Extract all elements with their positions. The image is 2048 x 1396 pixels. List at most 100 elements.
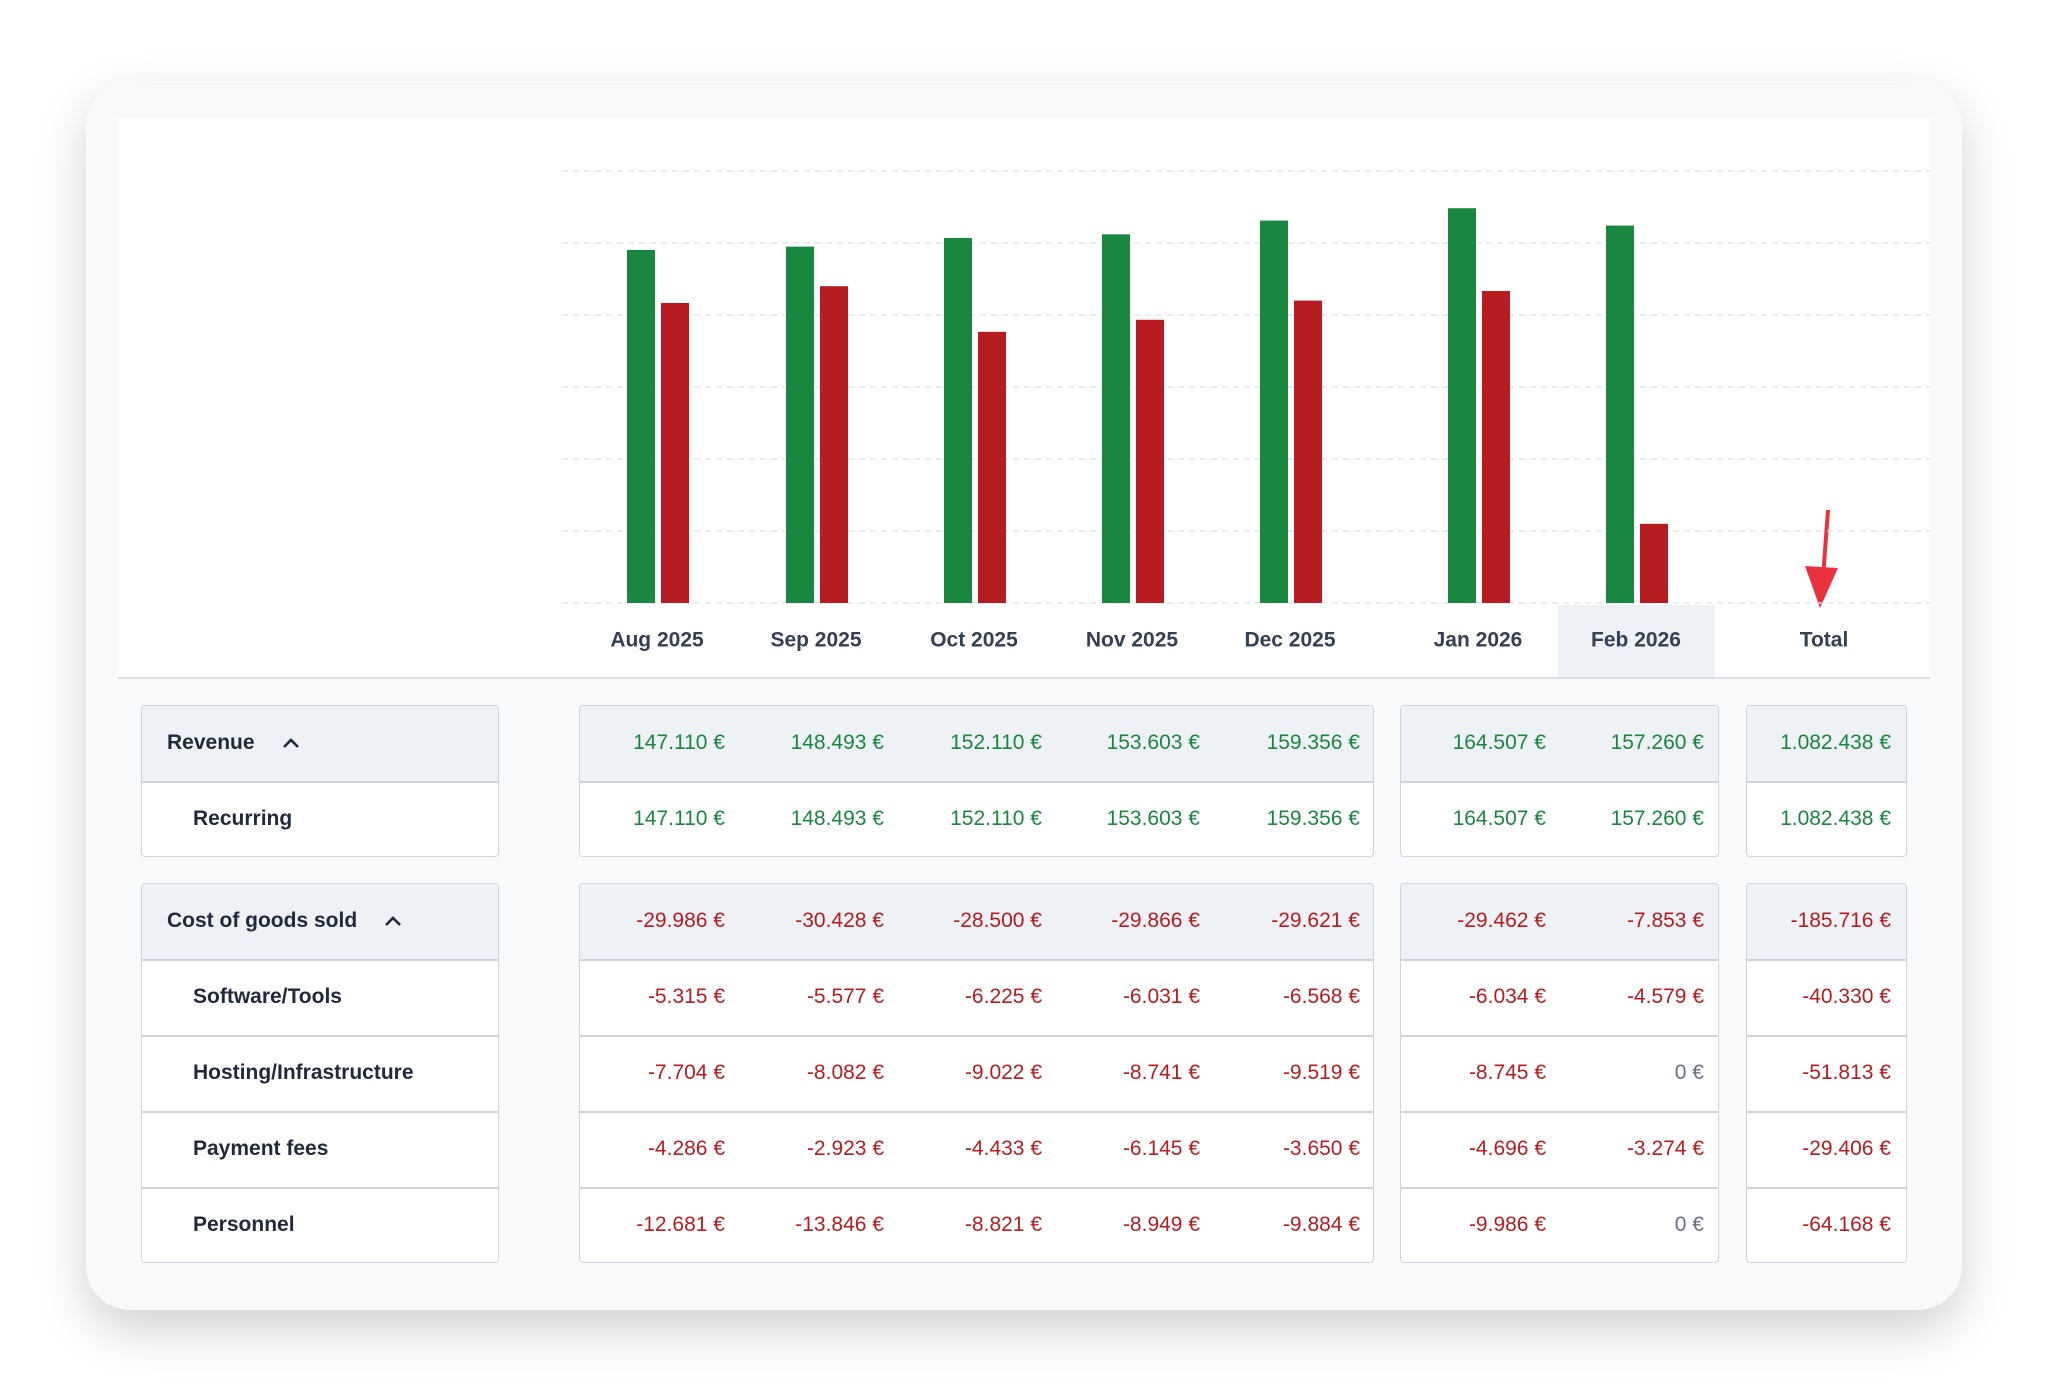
bar: [1260, 220, 1288, 603]
row-separator: [1401, 1187, 1718, 1189]
value-cell: 1.082.438 €: [1780, 731, 1891, 754]
value-cell: -9.519 €: [1282, 1061, 1360, 1084]
table-box: [1400, 705, 1719, 857]
arrow-shaft: [1821, 509, 1830, 579]
value-cell: 159.356 €: [1266, 807, 1360, 830]
value-cell: -13.846 €: [795, 1213, 884, 1236]
x-tick-label: Oct 2025: [930, 629, 1018, 652]
bar: [1640, 523, 1668, 603]
value-cell: 148.493 €: [790, 731, 884, 754]
value-cell: -29.462 €: [1457, 909, 1546, 932]
value-cell: -6.031 €: [1122, 985, 1200, 1008]
row-label: Payment fees: [193, 1137, 329, 1160]
bar: [978, 331, 1006, 603]
table-box: [141, 883, 499, 1263]
value-cell: 157.260 €: [1610, 731, 1704, 754]
table-box: [1746, 883, 1907, 1263]
column-highlight: [1558, 605, 1715, 678]
value-cell: 1.082.438 €: [1780, 807, 1891, 830]
value-cell: -8.821 €: [964, 1213, 1042, 1236]
value-cell: -3.650 €: [1282, 1137, 1360, 1160]
section-header-bg: [580, 884, 1373, 960]
section-header-bg: [1401, 706, 1718, 782]
value-cell: -30.428 €: [795, 909, 884, 932]
value-cell: -8.949 €: [1122, 1213, 1200, 1236]
section-label[interactable]: Revenue: [167, 731, 255, 754]
row-separator: [1747, 1035, 1906, 1037]
table-box: [579, 883, 1374, 1263]
x-tick-label: Dec 2025: [1244, 629, 1335, 652]
bar: [1136, 319, 1164, 603]
row-label: Software/Tools: [193, 985, 342, 1008]
value-cell: -29.986 €: [636, 909, 725, 932]
x-tick-label: Nov 2025: [1086, 629, 1179, 652]
section-header-bg: [1401, 884, 1718, 960]
x-tick-label: Sep 2025: [770, 629, 861, 652]
value-cell: -4.286 €: [647, 1137, 725, 1160]
value-cell: -6.145 €: [1122, 1137, 1200, 1160]
section-header-bg: [1747, 884, 1906, 960]
value-cell: -7.704 €: [647, 1061, 725, 1084]
value-cell: -6.568 €: [1282, 985, 1360, 1008]
row-separator: [142, 1035, 498, 1037]
value-cell: 164.507 €: [1452, 731, 1546, 754]
table-box: [141, 705, 499, 857]
value-cell: 152.110 €: [950, 807, 1042, 830]
value-cell: 147.110 €: [633, 731, 725, 754]
row-separator: [580, 781, 1373, 783]
value-cell: 148.493 €: [790, 807, 884, 830]
row-separator: [142, 1111, 498, 1113]
value-cell: -9.884 €: [1282, 1213, 1360, 1236]
value-cell: 159.356 €: [1266, 731, 1360, 754]
x-tick-label: Feb 2026: [1591, 629, 1681, 652]
value-cell: -5.577 €: [806, 985, 884, 1008]
value-cell: -9.022 €: [964, 1061, 1042, 1084]
value-cell: 0 €: [1674, 1061, 1704, 1084]
value-cell: 153.603 €: [1106, 807, 1200, 830]
row-separator: [580, 1187, 1373, 1189]
section-header-bg: [142, 706, 498, 782]
section-header-bg: [142, 884, 498, 960]
bar: [1102, 234, 1130, 604]
bar: [661, 303, 689, 603]
value-cell: -7.853 €: [1626, 909, 1704, 932]
bar: [786, 246, 814, 603]
value-cell: -51.813 €: [1802, 1061, 1891, 1084]
row-separator: [1401, 1035, 1718, 1037]
value-cell: -8.741 €: [1122, 1061, 1200, 1084]
row-label: Recurring: [193, 807, 293, 830]
value-cell: -4.696 €: [1468, 1137, 1546, 1160]
value-cell: -29.406 €: [1802, 1137, 1891, 1160]
row-separator: [142, 1187, 498, 1189]
x-tick-label: Total: [1800, 629, 1849, 652]
collapse-icon[interactable]: [383, 914, 403, 928]
value-cell: -2.923 €: [806, 1137, 884, 1160]
x-tick-label: Aug 2025: [610, 629, 704, 652]
value-cell: -64.168 €: [1802, 1213, 1891, 1236]
section-header-bg: [580, 706, 1373, 782]
value-cell: -6.225 €: [964, 985, 1042, 1008]
table-box: [579, 705, 1374, 857]
bar: [1606, 225, 1634, 604]
value-cell: -6.034 €: [1468, 985, 1546, 1008]
value-cell: -12.681 €: [636, 1213, 725, 1236]
value-cell: -29.866 €: [1111, 909, 1200, 932]
value-cell: 164.507 €: [1452, 807, 1546, 830]
row-separator: [580, 1111, 1373, 1113]
value-cell: 152.110 €: [950, 731, 1042, 754]
value-cell: 157.260 €: [1610, 807, 1704, 830]
value-cell: -9.986 €: [1468, 1213, 1546, 1236]
value-cell: 147.110 €: [633, 807, 725, 830]
bar: [1482, 291, 1510, 603]
bar: [1294, 300, 1322, 603]
value-cell: -4.579 €: [1626, 985, 1704, 1008]
collapse-icon[interactable]: [281, 736, 301, 750]
section-label[interactable]: Cost of goods sold: [167, 909, 358, 932]
table-box: [1400, 883, 1719, 1263]
row-label: Personnel: [193, 1213, 295, 1236]
value-cell: -29.621 €: [1271, 909, 1360, 932]
x-tick-label: Jan 2026: [1434, 629, 1523, 652]
section-header-bg: [1747, 706, 1906, 782]
